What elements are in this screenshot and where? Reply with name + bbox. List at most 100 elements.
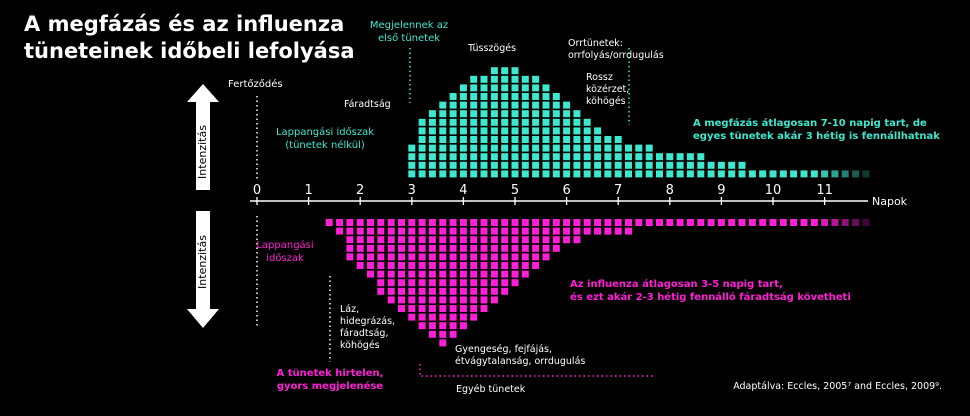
- bar-square: [666, 153, 674, 161]
- cold-bar: [738, 161, 746, 178]
- bar-square: [532, 118, 540, 126]
- flu-bar: [418, 219, 426, 330]
- flu-bar: [532, 219, 540, 269]
- flu-latent-line1: Lappangási: [256, 239, 313, 251]
- bar-square: [387, 296, 395, 304]
- bar-square: [490, 296, 498, 304]
- bar-square: [449, 253, 457, 261]
- bar-square: [408, 279, 416, 287]
- bar-square: [573, 236, 581, 244]
- flu-bar: [563, 219, 571, 244]
- flu-bar: [367, 219, 374, 278]
- flu-latent-line2: időszak: [266, 252, 304, 264]
- bar-square: [614, 161, 622, 169]
- bar-square: [367, 262, 374, 269]
- cold-bars: [408, 67, 870, 178]
- bar-square: [428, 170, 436, 178]
- cold-bar: [841, 170, 849, 178]
- bar-square: [501, 118, 509, 126]
- flu-bar: [480, 219, 488, 312]
- bar-square: [408, 161, 416, 169]
- bar-square: [656, 153, 663, 161]
- bar-square: [666, 170, 674, 178]
- bar-square: [552, 170, 560, 178]
- bar-square: [511, 170, 519, 178]
- source-note: Adaptálva: Eccles, 2005⁷ and Eccles, 200…: [733, 381, 942, 392]
- bar-square: [398, 253, 405, 261]
- bar-square: [439, 136, 447, 143]
- cold-bar: [821, 170, 829, 178]
- flu-bar: [852, 219, 860, 226]
- cold-bar: [532, 75, 540, 178]
- bar-square: [449, 170, 457, 178]
- bar-square: [387, 279, 395, 287]
- bar-square: [511, 153, 519, 161]
- bar-square: [490, 219, 498, 226]
- bar-square: [501, 270, 509, 278]
- cold-sneezing-label: Tüsszögés: [467, 43, 516, 54]
- bar-square: [501, 236, 509, 244]
- bar-square: [521, 270, 529, 278]
- cold-bar: [511, 67, 519, 178]
- bar-square: [490, 262, 498, 269]
- bar-square: [398, 236, 405, 244]
- bar-square: [398, 227, 405, 235]
- bar-square: [418, 153, 426, 161]
- bar-square: [511, 84, 519, 92]
- bar-square: [470, 279, 478, 287]
- cold-bar: [459, 84, 467, 178]
- bar-square: [573, 219, 581, 226]
- cold-feel-line1: Rossz: [586, 72, 613, 83]
- bar-square: [428, 296, 436, 304]
- cold-bar: [686, 153, 694, 178]
- bar-square: [521, 262, 529, 269]
- bar-square: [532, 236, 540, 244]
- bar-square: [862, 170, 870, 178]
- bar-square: [490, 161, 498, 169]
- bar-square: [449, 153, 457, 161]
- cold-nasal-line1: Orrtünetek:: [568, 38, 623, 49]
- bar-square: [470, 161, 478, 169]
- bar-square: [439, 262, 447, 269]
- bar-square: [428, 161, 436, 169]
- bar-square: [573, 144, 581, 152]
- bar-square: [552, 136, 560, 143]
- cold-bar: [470, 75, 478, 178]
- bar-square: [521, 253, 529, 261]
- bar-square: [449, 219, 457, 226]
- bar-square: [490, 127, 498, 135]
- bar-square: [686, 153, 694, 161]
- cold-bar: [501, 67, 509, 178]
- bar-square: [697, 170, 705, 178]
- bar-square: [428, 219, 436, 226]
- bar-square: [594, 227, 602, 235]
- bar-square: [821, 170, 829, 178]
- bar-square: [686, 219, 694, 226]
- bar-square: [408, 305, 416, 312]
- bar-square: [459, 227, 467, 235]
- cold-bar: [614, 136, 622, 178]
- bar-square: [449, 118, 457, 126]
- bar-square: [604, 136, 612, 143]
- bar-square: [573, 153, 581, 161]
- flu-sudden-line2: gyors megjelenése: [277, 380, 384, 392]
- bar-square: [841, 170, 849, 178]
- bar-square: [480, 170, 488, 178]
- cold-bar: [604, 136, 612, 178]
- flu-bar: [614, 219, 622, 235]
- bar-square: [408, 227, 416, 235]
- bar-square: [490, 170, 498, 178]
- bar-square: [552, 118, 560, 126]
- bar-square: [439, 236, 447, 244]
- cold-bar: [831, 170, 839, 178]
- bar-square: [470, 253, 478, 261]
- flu-bar: [759, 219, 767, 226]
- bar-square: [552, 236, 560, 244]
- cold-bar: [521, 75, 529, 178]
- bar-square: [470, 244, 478, 252]
- bar-square: [521, 75, 529, 83]
- bar-square: [470, 287, 478, 295]
- cold-bar: [810, 170, 818, 178]
- flu-symptoms-line1: Láz,: [340, 304, 359, 315]
- bar-square: [573, 127, 581, 135]
